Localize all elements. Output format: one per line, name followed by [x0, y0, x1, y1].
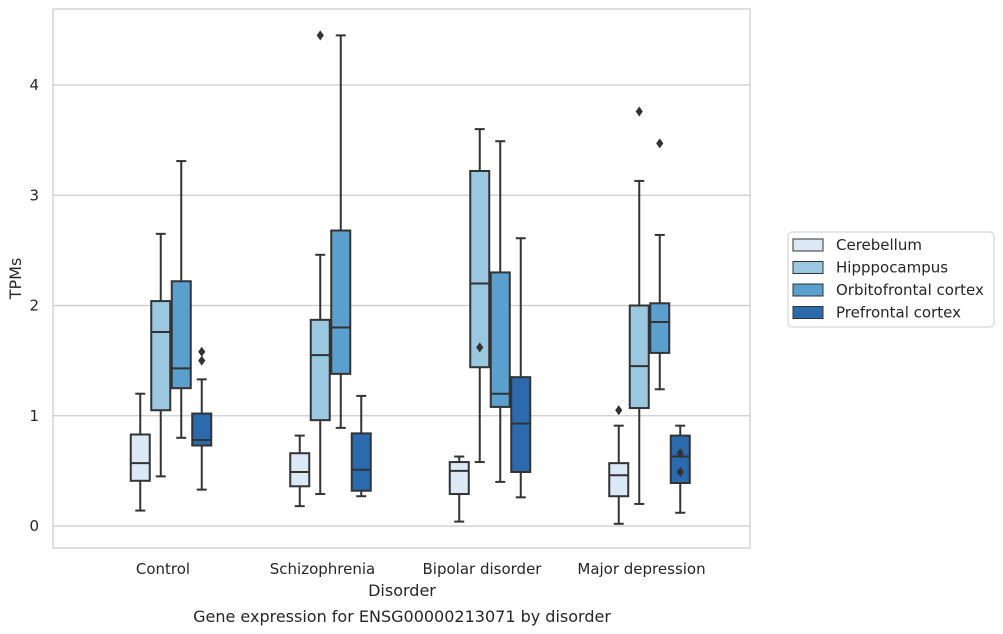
y-tick-label: 1 [29, 407, 39, 425]
box-cerebellum-bipolar-disorder [448, 455, 470, 523]
legend-label: Hipppocampus [836, 259, 948, 277]
box-prefrontal-cortex-bipolar-disorder [510, 237, 532, 499]
box-orbitofrontal-cortex-major-depression [649, 138, 671, 391]
iqr-box [469, 169, 491, 369]
box-cerebellum-major-depression [608, 405, 630, 525]
box-orbitofrontal-cortex-bipolar-disorder [489, 140, 511, 483]
outlier-point [316, 30, 324, 41]
legend-swatch [792, 283, 824, 297]
box-cerebellum-schizophrenia [289, 434, 311, 508]
iqr-box [628, 304, 650, 410]
box-prefrontal-cortex-schizophrenia [350, 394, 372, 498]
y-tick-labels: 0 1 2 3 4 [29, 76, 39, 535]
legend-swatch [792, 306, 824, 319]
box-hipppocampus-bipolar-disorder [469, 128, 491, 464]
box-cerebellum-control [129, 392, 151, 512]
box-prefrontal-cortex-major-depression [669, 424, 691, 514]
box-orbitofrontal-cortex-control [170, 160, 192, 439]
iqr-box [309, 318, 331, 422]
y-tick-label: 0 [29, 517, 39, 535]
outlier-point [676, 466, 684, 477]
x-tick-labels: Control Schizophrenia Bipolar disorder Majo… [136, 560, 706, 578]
outlier-point [476, 342, 484, 353]
x-tick-label: Control [136, 560, 190, 578]
box-orbitofrontal-cortex-schizophrenia [330, 34, 352, 429]
box-hipppocampus-schizophrenia [309, 30, 331, 496]
y-tick-label: 4 [29, 76, 39, 94]
iqr-box [448, 461, 470, 496]
plot-area [52, 8, 751, 549]
outlier-point [656, 138, 664, 149]
y-tick-label: 3 [29, 186, 39, 204]
box-hipppocampus-control [150, 232, 172, 478]
x-tick-label: Schizophrenia [270, 560, 375, 578]
x-axis-label: Disorder [368, 581, 436, 600]
iqr-box [510, 376, 532, 473]
legend-label: Orbitofrontal cortex [836, 281, 984, 299]
outlier-point [635, 106, 643, 117]
iqr-box [191, 412, 213, 447]
box-hipppocampus-major-depression [628, 106, 650, 505]
iqr-box [129, 433, 151, 482]
legend-frame [787, 231, 995, 328]
legend-label: Prefrontal cortex [836, 304, 961, 322]
outlier-point [198, 355, 206, 366]
figure-caption: Gene expression for ENSG00000213071 by d… [193, 607, 611, 626]
y-axis-label: TPMs [6, 258, 25, 301]
box-plots [129, 30, 691, 525]
x-tick-label: Bipolar disorder [423, 560, 543, 578]
legend-swatch [792, 261, 824, 274]
iqr-box [350, 432, 372, 492]
iqr-box [489, 271, 511, 408]
iqr-box [170, 280, 192, 390]
iqr-box [608, 462, 630, 498]
iqr-box [150, 300, 172, 412]
legend-label: Cerebellum [836, 236, 922, 254]
iqr-box [649, 302, 671, 354]
iqr-box [330, 229, 352, 375]
iqr-box [669, 434, 691, 485]
box-prefrontal-cortex-control [191, 346, 213, 491]
iqr-box [289, 452, 311, 488]
outlier-point [676, 448, 684, 459]
legend: Cerebellum Hipppocampus Orbitofrontal cort… [787, 231, 995, 328]
outlier-point [615, 405, 623, 416]
y-tick-label: 2 [29, 297, 39, 315]
legend-swatch [792, 238, 824, 252]
outlier-point [198, 346, 206, 357]
x-tick-label: Major depression [577, 560, 705, 578]
